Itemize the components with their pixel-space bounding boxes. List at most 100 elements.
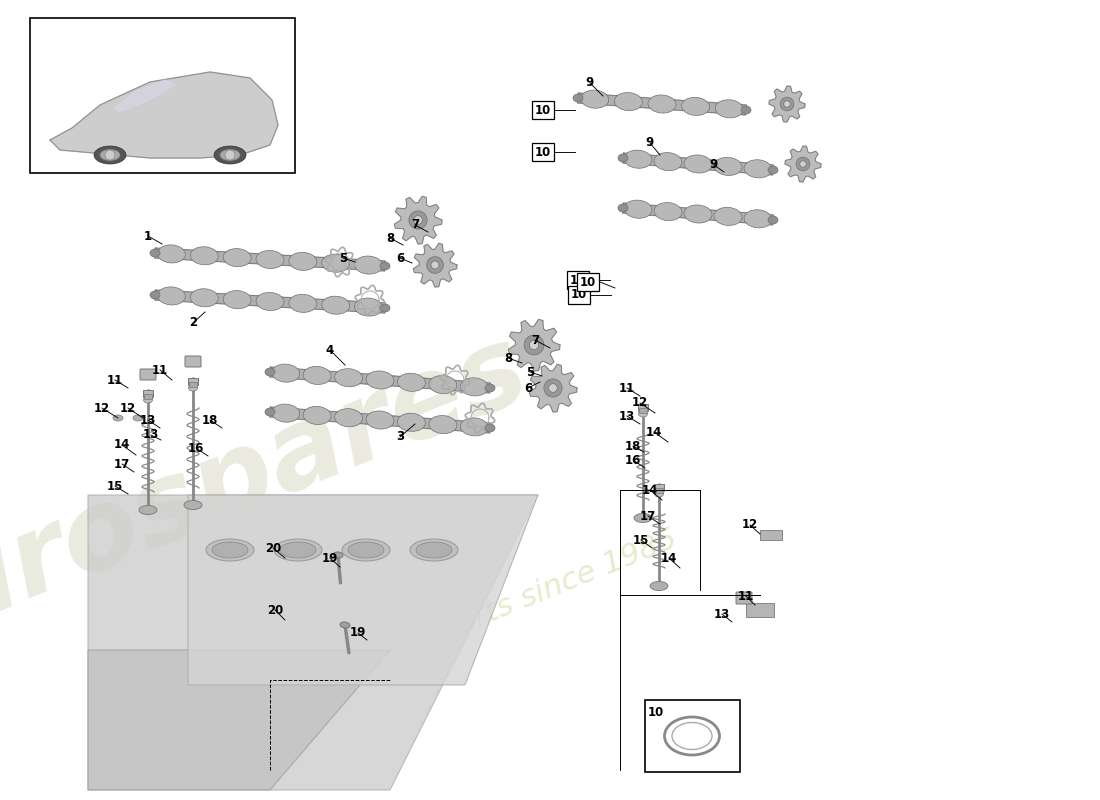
Text: 6: 6 <box>396 251 404 265</box>
Bar <box>638 404 648 411</box>
Bar <box>188 378 198 385</box>
Circle shape <box>529 340 539 350</box>
Text: 14: 14 <box>661 551 678 565</box>
Ellipse shape <box>460 418 488 436</box>
Ellipse shape <box>157 287 186 305</box>
Circle shape <box>800 161 806 167</box>
Text: 12: 12 <box>631 397 648 410</box>
Text: 15: 15 <box>632 534 649 546</box>
Circle shape <box>414 216 422 224</box>
Ellipse shape <box>184 501 202 510</box>
Text: 14: 14 <box>641 483 658 497</box>
Text: 12: 12 <box>94 402 110 414</box>
Ellipse shape <box>256 250 284 269</box>
Ellipse shape <box>429 415 456 434</box>
Ellipse shape <box>188 385 198 391</box>
Polygon shape <box>578 93 747 115</box>
Text: 19: 19 <box>350 626 366 639</box>
Ellipse shape <box>150 291 160 299</box>
Text: 10: 10 <box>571 289 587 302</box>
Ellipse shape <box>741 106 751 114</box>
Ellipse shape <box>304 406 331 425</box>
Text: 6: 6 <box>524 382 532 394</box>
Text: 15: 15 <box>107 479 123 493</box>
Circle shape <box>431 261 439 269</box>
Text: 8: 8 <box>504 351 513 365</box>
Ellipse shape <box>715 100 744 118</box>
Ellipse shape <box>212 542 248 558</box>
Ellipse shape <box>272 404 299 422</box>
Text: 11: 11 <box>152 363 168 377</box>
Bar <box>30 18 295 173</box>
Ellipse shape <box>654 202 682 221</box>
Ellipse shape <box>265 408 275 416</box>
Ellipse shape <box>615 93 642 110</box>
Ellipse shape <box>220 150 240 161</box>
Ellipse shape <box>157 245 186 263</box>
FancyBboxPatch shape <box>185 356 201 367</box>
Ellipse shape <box>429 375 456 394</box>
Ellipse shape <box>410 539 458 561</box>
FancyBboxPatch shape <box>736 592 752 604</box>
Ellipse shape <box>744 160 772 178</box>
Ellipse shape <box>100 150 120 161</box>
Text: 12: 12 <box>741 518 758 531</box>
Text: 5: 5 <box>526 366 535 378</box>
Ellipse shape <box>272 364 299 382</box>
Ellipse shape <box>340 622 350 628</box>
Text: 12: 12 <box>120 402 136 414</box>
Polygon shape <box>414 243 456 287</box>
Text: eurospares: eurospares <box>0 315 543 677</box>
Polygon shape <box>270 367 491 393</box>
Bar <box>760 530 782 540</box>
Text: 1: 1 <box>144 230 152 242</box>
Text: 16: 16 <box>625 454 641 466</box>
Circle shape <box>543 379 562 397</box>
Text: 11: 11 <box>619 382 635 394</box>
Circle shape <box>784 101 790 107</box>
Circle shape <box>427 257 443 274</box>
Ellipse shape <box>289 294 317 312</box>
Ellipse shape <box>768 216 778 224</box>
Ellipse shape <box>348 542 384 558</box>
Text: 13: 13 <box>143 429 160 442</box>
Ellipse shape <box>654 153 682 170</box>
Polygon shape <box>155 290 385 313</box>
Circle shape <box>780 97 794 111</box>
Text: 10: 10 <box>648 706 664 719</box>
Ellipse shape <box>682 98 710 115</box>
Polygon shape <box>769 86 805 122</box>
Ellipse shape <box>190 289 218 307</box>
Text: 13: 13 <box>140 414 156 426</box>
Text: 16: 16 <box>188 442 205 454</box>
Ellipse shape <box>638 411 648 417</box>
Ellipse shape <box>634 514 652 522</box>
Ellipse shape <box>133 415 143 421</box>
Ellipse shape <box>206 539 254 561</box>
Ellipse shape <box>223 249 251 266</box>
Ellipse shape <box>714 207 742 226</box>
Text: 7: 7 <box>411 218 419 231</box>
Text: 14: 14 <box>646 426 662 438</box>
Ellipse shape <box>624 150 652 168</box>
Ellipse shape <box>684 205 712 223</box>
Text: 9: 9 <box>710 158 718 171</box>
Text: 5: 5 <box>339 251 348 265</box>
Bar <box>645 700 740 772</box>
Ellipse shape <box>460 378 488 396</box>
Text: 3: 3 <box>396 430 404 443</box>
Ellipse shape <box>334 369 363 386</box>
Circle shape <box>796 157 810 171</box>
Ellipse shape <box>618 154 628 162</box>
Ellipse shape <box>768 166 778 174</box>
Polygon shape <box>623 203 773 225</box>
Ellipse shape <box>334 409 363 426</box>
Ellipse shape <box>139 506 157 514</box>
Polygon shape <box>395 196 442 244</box>
Ellipse shape <box>190 246 218 265</box>
Text: 13: 13 <box>714 607 730 621</box>
Ellipse shape <box>274 539 322 561</box>
Text: 10: 10 <box>535 146 551 158</box>
Ellipse shape <box>416 542 452 558</box>
Ellipse shape <box>714 158 742 175</box>
